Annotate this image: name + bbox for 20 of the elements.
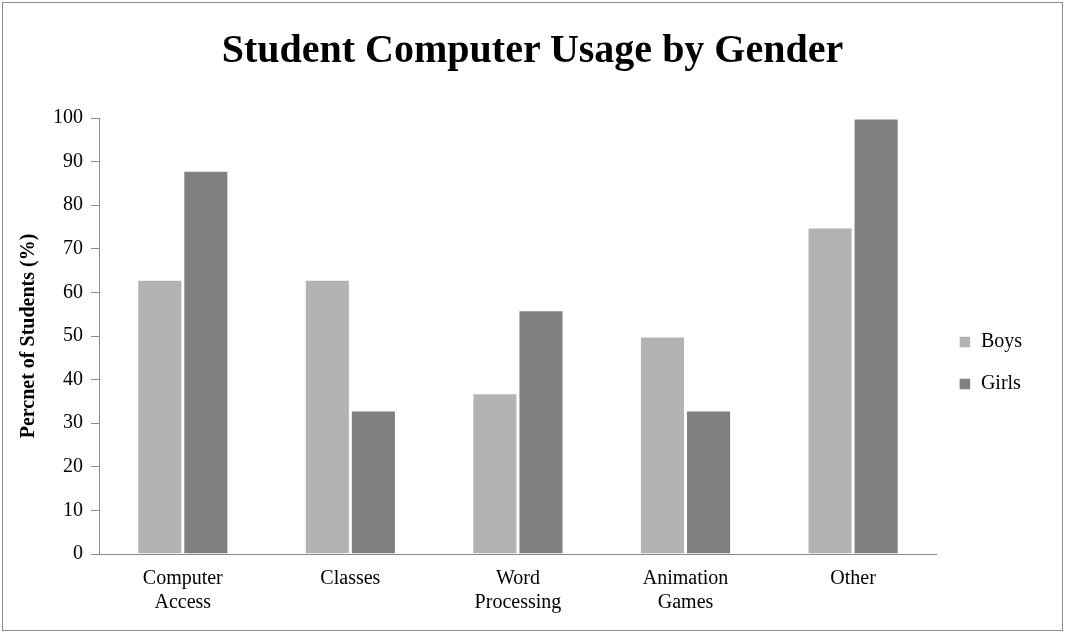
chart-title: Student Computer Usage by Gender (220, 25, 845, 72)
y-tick-label: 10 (63, 497, 83, 520)
y-tick-label: 90 (63, 148, 83, 171)
y-tick-label: 40 (63, 366, 83, 389)
y-tick-label: 80 (63, 192, 83, 215)
x-tick-label: Computer Access (142, 566, 224, 613)
y-tick-label: 30 (63, 410, 83, 433)
y-tick-label: 20 (63, 454, 83, 477)
x-tick-label: Classes (320, 566, 381, 589)
y-tick-label: 0 (73, 541, 83, 564)
legend-label: Girls (980, 371, 1022, 394)
x-tick-label: Other (830, 566, 877, 589)
y-tick-label: 60 (63, 279, 83, 302)
y-tick-label: 100 (53, 105, 83, 128)
y-tick-label: 50 (63, 323, 83, 346)
y-tick-label: 70 (63, 236, 83, 259)
x-tick-label: Word Processing (474, 566, 562, 614)
x-tick-label: Animation Games (642, 566, 729, 613)
y-axis-title: Percnet of Students (%) (16, 233, 40, 439)
legend-label: Boys (980, 329, 1023, 353)
